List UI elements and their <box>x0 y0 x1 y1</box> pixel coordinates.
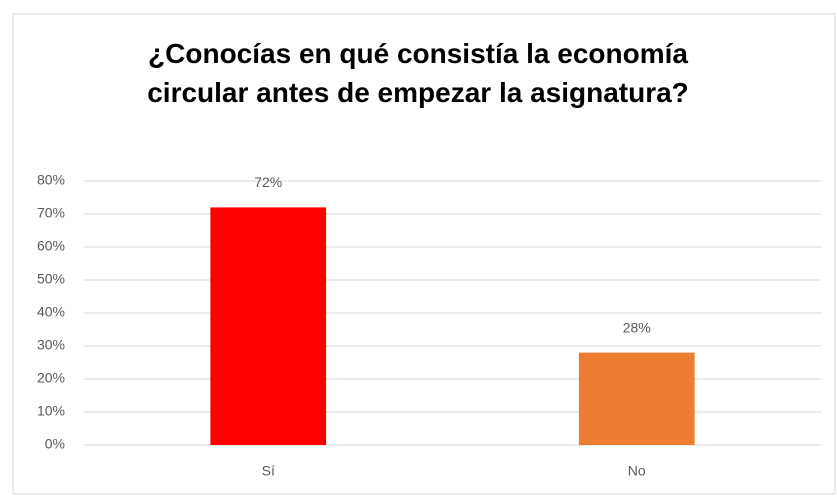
chart-frame <box>12 13 836 495</box>
data-label: 28% <box>623 319 651 335</box>
chart-title: ¿Conocías en qué consistía la economía c… <box>147 38 689 108</box>
y-tick-label: 20% <box>37 370 65 386</box>
y-tick-label: 40% <box>37 304 65 320</box>
y-tick-label: 50% <box>37 271 65 287</box>
bar <box>210 207 327 445</box>
y-tick-label: 70% <box>37 205 65 221</box>
y-tick-label: 80% <box>37 172 65 188</box>
x-tick-label: Sí <box>262 463 275 479</box>
data-label: 72% <box>254 174 282 190</box>
y-tick-label: 60% <box>37 238 65 254</box>
y-tick-label: 30% <box>37 337 65 353</box>
bar <box>578 352 695 445</box>
y-tick-label: 0% <box>45 436 65 452</box>
y-tick-label: 10% <box>37 403 65 419</box>
x-tick-label: No <box>628 463 646 479</box>
